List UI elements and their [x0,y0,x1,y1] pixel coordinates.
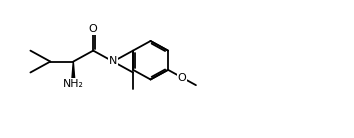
Text: O: O [178,72,186,83]
Text: NH₂: NH₂ [63,79,84,89]
Text: O: O [89,24,98,34]
Text: N: N [109,56,117,66]
Polygon shape [72,62,75,79]
